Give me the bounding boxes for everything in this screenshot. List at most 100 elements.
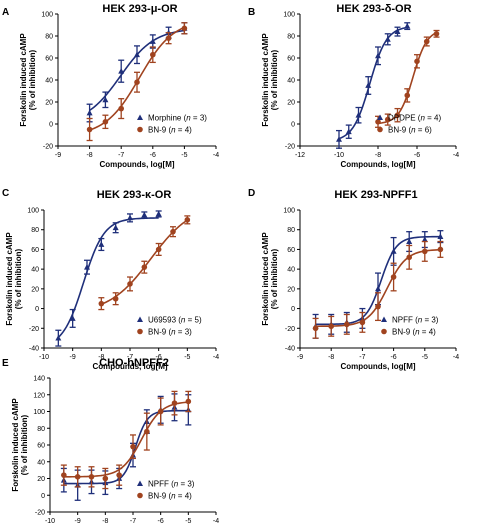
y-tick-label: -20 [35, 510, 45, 517]
data-point-triangle [69, 315, 76, 321]
x-tick-label: -5 [181, 152, 187, 159]
data-point-circle [144, 428, 150, 435]
y-tick-label: 40 [287, 267, 295, 274]
legend-entry: U69593 (n = 5) [137, 316, 202, 325]
y-tick-label: 120 [33, 392, 45, 399]
x-tick-label: -5 [422, 354, 428, 361]
legend-entry: Morphine (n = 3) [137, 114, 207, 123]
data-point-circle [116, 472, 122, 478]
x-tick-label: -10 [45, 518, 55, 524]
x-tick-label: -10 [39, 354, 49, 361]
x-tick-label: -6 [156, 354, 162, 361]
data-point-triangle [102, 96, 109, 103]
chart-title: CHO-hNPFF2 [99, 357, 169, 369]
data-point-circle [130, 443, 136, 450]
data-point-triangle [375, 285, 381, 292]
y-tick-label: 0 [49, 122, 53, 129]
y-tick-label: 60 [287, 56, 295, 63]
legend-entry: NPFF (n = 3) [137, 480, 195, 489]
legend-label: BN-9 (n = 6) [388, 126, 432, 135]
y-tick-label: 80 [45, 34, 53, 41]
y-tick-label: 100 [33, 409, 45, 416]
data-point-circle [344, 321, 350, 328]
data-point-circle [157, 408, 164, 415]
panel-letter: B [248, 7, 255, 18]
legend-label: BN-9 (n = 4) [392, 328, 436, 337]
x-tick-label: -6 [150, 152, 156, 159]
data-point-circle [394, 112, 401, 118]
data-point-circle [375, 119, 381, 125]
x-tick-label: -4 [213, 518, 219, 524]
data-point-triangle [421, 236, 428, 242]
data-point-circle [423, 38, 430, 45]
y-tick-label: 100 [283, 12, 295, 19]
data-point-triangle [336, 136, 342, 142]
data-point-circle [375, 303, 381, 310]
x-tick-label: -5 [184, 354, 190, 361]
y-tick-label: 100 [283, 208, 295, 215]
data-point-circle [112, 295, 119, 302]
data-point-circle [165, 35, 172, 41]
x-tick-label: -12 [295, 152, 305, 159]
legend-entry: DPDPE (n = 4) [377, 114, 441, 123]
series-bn-9 [375, 29, 440, 128]
series-dpdpe [336, 22, 411, 149]
y-tick-label: 80 [37, 426, 45, 433]
data-point-circle [422, 248, 428, 255]
series-u69593 [55, 210, 162, 347]
legend-label: DPDPE (n = 4) [388, 114, 441, 123]
y-tick-label: 60 [31, 247, 39, 254]
chart-panel-e: E CHO-hNPFF2 -20 0 20 40 60 80 100 120 140 -10 -9 -8 -… [2, 357, 219, 524]
x-tick-label: -7 [130, 518, 136, 524]
data-point-circle [118, 105, 124, 112]
data-point-triangle [84, 263, 90, 270]
data-point-circle [181, 25, 188, 32]
x-tick-label: -9 [55, 152, 61, 159]
x-tick-label: -9 [70, 354, 76, 361]
data-point-circle [88, 474, 95, 480]
y-axis-label-line1: Forskolin induced cAMP [19, 33, 28, 127]
y-tick-label: 0 [291, 306, 295, 313]
data-point-circle [384, 116, 391, 123]
legend-marker-circle [137, 328, 143, 335]
data-point-circle [170, 228, 176, 235]
y-tick-label: 140 [33, 376, 45, 383]
y-axis-label-line2: (% of inhibition) [270, 248, 279, 309]
y-tick-label: 20 [45, 100, 53, 107]
data-point-triangle [98, 241, 105, 247]
data-point-triangle [375, 52, 381, 59]
legend-label: NPFF (n = 3) [392, 316, 439, 325]
series-bn-9 [98, 215, 191, 311]
x-tick-label: -6 [390, 354, 396, 361]
legend-entry: BN-9 (n = 3) [137, 328, 192, 337]
data-point-triangle [149, 38, 156, 44]
y-tick-label: 60 [37, 443, 45, 450]
x-axis-label: Compounds, log[M] [340, 362, 415, 371]
x-tick-label: -7 [118, 152, 124, 159]
data-point-circle [437, 246, 444, 253]
legend-marker-circle [137, 492, 143, 499]
x-axis-label: Compounds, log[M] [92, 362, 167, 371]
x-tick-label: -7 [359, 354, 365, 361]
y-tick-label: 100 [27, 208, 39, 215]
y-axis-label-line1: Forskolin induced cAMP [261, 232, 270, 326]
legend-marker-circle [381, 328, 387, 335]
legend-entry: BN-9 (n = 4) [381, 328, 436, 337]
y-axis-label-line2: (% of inhibition) [28, 49, 37, 110]
legend-label: Morphine (n = 3) [148, 114, 207, 123]
data-point-triangle [155, 210, 162, 217]
y-tick-label: -20 [285, 326, 295, 333]
x-tick-label: -6 [414, 152, 420, 159]
y-tick-label: 100 [41, 12, 53, 19]
legend-marker-triangle [137, 316, 143, 322]
y-tick-label: 80 [287, 34, 295, 41]
x-tick-label: -8 [328, 354, 334, 361]
data-point-triangle [394, 28, 401, 34]
data-point-circle [328, 323, 335, 330]
data-point-circle [359, 319, 366, 326]
data-point-triangle [55, 334, 62, 341]
data-point-circle [184, 217, 191, 223]
chart-panel-b: B HEK 293-δ-OR -20 0 20 40 60 80 100 -12 -10 -8 -6 -4… [248, 3, 459, 169]
x-tick-label: -10 [334, 152, 344, 159]
